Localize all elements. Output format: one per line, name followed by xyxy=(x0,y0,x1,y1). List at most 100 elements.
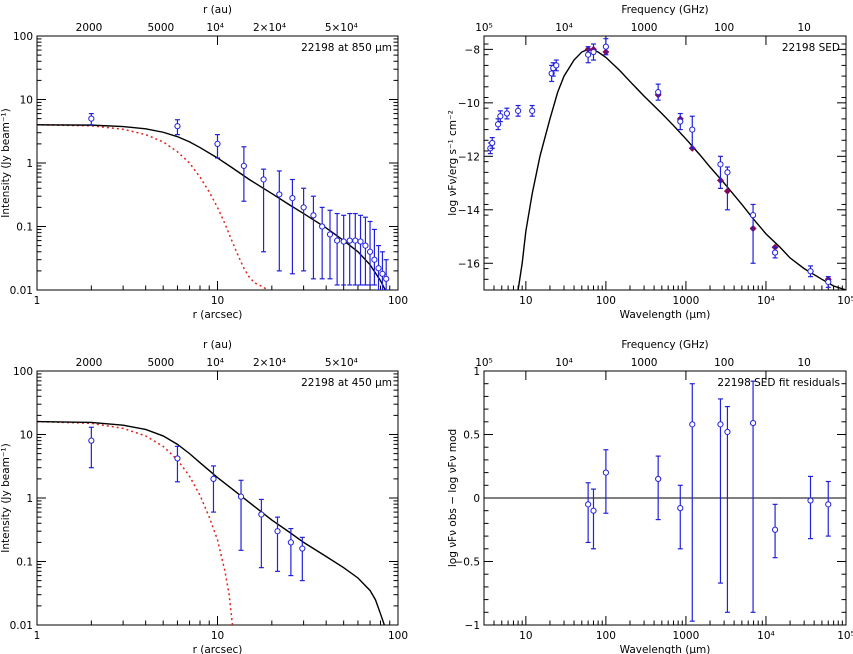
plot-area xyxy=(484,380,846,622)
point-marker xyxy=(749,419,757,427)
point-marker xyxy=(807,268,814,275)
point-marker xyxy=(749,212,757,219)
y-tick-label: −1 xyxy=(465,620,480,632)
data-point xyxy=(590,488,597,550)
data-point xyxy=(357,214,364,286)
data-point xyxy=(287,527,294,577)
point-marker xyxy=(585,51,592,58)
point-marker xyxy=(383,275,390,282)
data-point xyxy=(689,115,696,149)
y-tick-label: 0.1 xyxy=(16,222,33,234)
point-marker xyxy=(825,501,832,508)
point-marker xyxy=(310,212,317,219)
x2-tick-label: 1000 xyxy=(631,22,658,34)
point-marker xyxy=(214,140,221,147)
point-marker xyxy=(602,469,609,476)
x-tick-label: 100 xyxy=(388,630,408,642)
y-tick-label: −10 xyxy=(458,98,480,110)
y-tick-label: 10 xyxy=(20,430,33,442)
point-marker xyxy=(497,113,504,120)
x2-tick-label: 5000 xyxy=(147,357,174,369)
point-marker xyxy=(299,545,306,552)
panel-bottom-left: 1 10 100 0.01 0.1 1 10 100 2000 5000 10⁴ 2×10⁴ 5×10⁴… xyxy=(0,339,408,654)
point-marker xyxy=(258,511,265,518)
data-point xyxy=(602,449,609,514)
panel-title: 22198 at 450 μm xyxy=(301,377,392,389)
x-tick-label: 100 xyxy=(388,295,408,307)
data-point xyxy=(362,216,369,286)
x-tick-label: 10⁴ xyxy=(757,630,775,642)
y-tick-label: −0.5 xyxy=(455,557,481,569)
data-point xyxy=(210,465,217,513)
x2-tick-label: 10⁴ xyxy=(555,22,573,34)
x-tick-label: 10 xyxy=(519,295,532,307)
x-tick-label: 10⁵ xyxy=(837,630,853,642)
point-marker xyxy=(276,191,283,198)
data-point xyxy=(655,455,662,521)
x-tick-label: 1000 xyxy=(673,295,700,307)
point-marker xyxy=(362,242,369,249)
x-tick-label: 100 xyxy=(596,630,616,642)
data-point xyxy=(340,214,347,286)
y-tick-label: 1 xyxy=(26,493,33,505)
x-axis-title: Wavelength (μm) xyxy=(620,309,711,321)
x2-tick-label: 5×10⁴ xyxy=(325,22,358,34)
point-marker xyxy=(260,176,267,183)
y-tick-label: −14 xyxy=(458,205,480,217)
point-marker xyxy=(771,526,779,533)
x2-tick-label: 2000 xyxy=(76,22,103,34)
plot-area xyxy=(37,112,390,290)
y-axis-title: log νFν/erg s⁻¹ cm⁻² xyxy=(447,110,459,216)
y-axis-title: log νFν obs − log νFν mod xyxy=(447,429,459,567)
data-point xyxy=(371,228,378,286)
point-marker xyxy=(717,161,724,168)
data-point xyxy=(319,206,326,280)
data-point xyxy=(717,398,724,584)
data-point xyxy=(677,112,684,131)
point-marker xyxy=(174,123,181,130)
point-marker xyxy=(602,43,609,50)
point-marker xyxy=(88,437,95,444)
x2-tick-label: 10 xyxy=(797,22,810,34)
point-marker xyxy=(352,237,359,244)
y-tick-label: 1 xyxy=(26,158,33,170)
point-marker xyxy=(340,238,347,245)
data-point xyxy=(299,536,306,582)
point-marker xyxy=(357,238,364,245)
x2-tick-label: 10⁴ xyxy=(206,22,224,34)
x2-tick-label: 100 xyxy=(714,22,734,34)
data-point xyxy=(383,259,390,290)
point-marker xyxy=(553,62,560,69)
y-tick-label: 0.1 xyxy=(16,557,33,569)
data-point xyxy=(237,479,245,551)
y-tick-label: 100 xyxy=(13,366,33,378)
data-point xyxy=(771,503,779,559)
plot-frame xyxy=(36,370,399,626)
x-axis-title: r (arcsec) xyxy=(193,644,243,654)
data-point xyxy=(214,134,221,159)
model-curve xyxy=(517,48,846,290)
point-marker xyxy=(677,118,684,125)
data-point xyxy=(825,276,832,288)
point-marker xyxy=(240,162,247,170)
panel-top-left: 1 10 100 0.01 0.1 1 10 100 2000 5000 10⁴ 2×10⁴ 5×10⁴… xyxy=(0,4,408,321)
data-point xyxy=(366,220,374,286)
x-tick-label: 100 xyxy=(596,295,616,307)
x2-axis-title: Frequency (GHz) xyxy=(621,339,708,351)
point-marker xyxy=(807,497,814,504)
model-curve xyxy=(37,420,385,625)
point-marker xyxy=(489,139,496,147)
x-tick-label: 10⁵ xyxy=(837,295,853,307)
x2-tick-label: 10 xyxy=(797,357,810,369)
point-marker xyxy=(174,455,181,462)
y-tick-label: 0.01 xyxy=(10,620,33,632)
data-point xyxy=(602,38,609,56)
point-marker xyxy=(88,115,95,122)
y-tick-label: −12 xyxy=(458,151,480,163)
y-tick-label: −16 xyxy=(458,258,480,270)
plot-area xyxy=(37,420,385,625)
data-point xyxy=(260,168,267,253)
plot-area xyxy=(487,38,846,290)
data-point xyxy=(240,146,247,202)
data-point xyxy=(677,484,684,550)
